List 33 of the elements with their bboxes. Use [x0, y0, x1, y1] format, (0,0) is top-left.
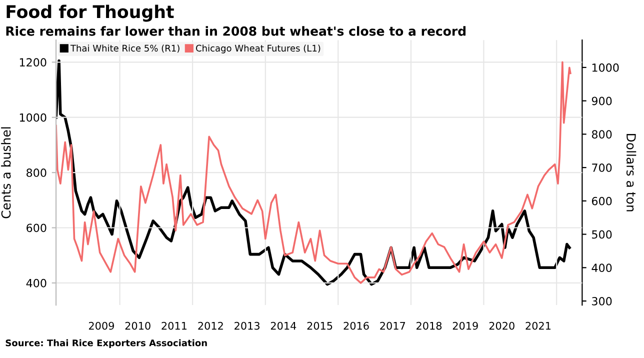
source-note: Source: Thai Rice Exporters Association [6, 339, 207, 348]
y2-tick-label: 400 [592, 264, 612, 272]
y2-tick-label: 800 [592, 130, 612, 139]
y-tick-label: 1000 [20, 113, 46, 122]
x-tick-label: 2016 [344, 322, 369, 330]
y-tick-label: 1200 [20, 58, 46, 67]
x-tick-label: 2014 [270, 322, 296, 330]
x-tick-label: 2013 [234, 322, 260, 330]
chart-title: Food for Thought [6, 4, 174, 22]
y2-tick-label: 300 [592, 296, 612, 306]
y2-tick-label: 1000 [592, 63, 619, 72]
y-tick-label: 800 [26, 168, 46, 177]
y2-tick-label: 700 [592, 164, 612, 172]
y2-axis-title: Dollars a ton [626, 134, 636, 212]
x-tick-label: 2019 [452, 322, 478, 330]
x-tick-label: 2018 [416, 322, 442, 330]
y2-tick-label: 500 [592, 230, 612, 239]
y2-tick-label: 900 [592, 96, 612, 106]
y-tick-label: 400 [26, 278, 46, 288]
chart-subtitle: Rice remains far lower than in 2008 but wheat's close to a record [6, 26, 466, 36]
x-tick-label: 2021 [526, 322, 551, 330]
x-tick-label: 2020 [489, 322, 514, 330]
legend-label: Chicago Wheat Futures (L1) [196, 44, 320, 54]
x-tick-label: 2015 [307, 322, 332, 330]
x-tick-label: 2011 [162, 322, 187, 330]
x-tick-label: 2012 [198, 322, 223, 330]
x-tick-label: 2010 [125, 322, 150, 330]
y-tick-label: 600 [26, 224, 46, 232]
x-tick-label: 2009 [88, 322, 114, 330]
y-axis-title: Cents a bushel [1, 127, 11, 218]
legend-label: Thai White Rice 5% (R1) [70, 44, 180, 53]
y2-tick-label: 600 [592, 196, 612, 206]
x-tick-label: 2017 [380, 322, 406, 330]
